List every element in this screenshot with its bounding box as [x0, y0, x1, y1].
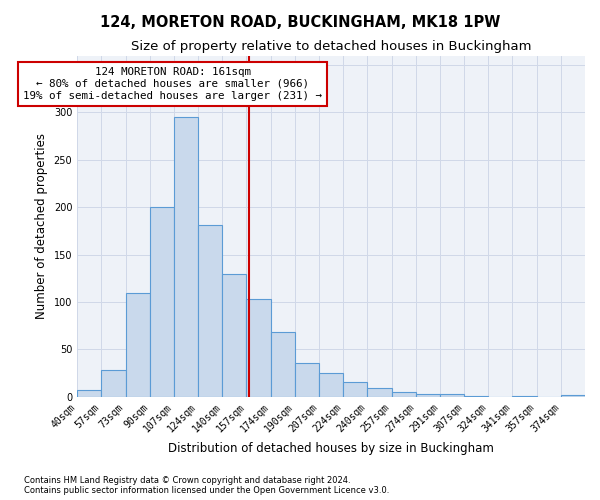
Bar — [367, 388, 392, 397]
Bar — [512, 396, 536, 397]
Bar — [77, 390, 101, 397]
Bar — [319, 373, 343, 397]
Bar — [561, 395, 585, 397]
Bar — [416, 394, 440, 397]
Bar — [464, 396, 488, 397]
Bar — [223, 274, 247, 397]
Text: Contains HM Land Registry data © Crown copyright and database right 2024.
Contai: Contains HM Land Registry data © Crown c… — [24, 476, 389, 495]
Bar — [440, 394, 464, 397]
Bar — [125, 292, 150, 397]
Bar — [101, 370, 125, 397]
Bar — [392, 392, 416, 397]
Bar — [150, 207, 174, 397]
Bar — [247, 299, 271, 397]
Text: 124, MORETON ROAD, BUCKINGHAM, MK18 1PW: 124, MORETON ROAD, BUCKINGHAM, MK18 1PW — [100, 15, 500, 30]
Bar — [174, 117, 198, 397]
Text: 124 MORETON ROAD: 161sqm
← 80% of detached houses are smaller (966)
19% of semi-: 124 MORETON ROAD: 161sqm ← 80% of detach… — [23, 68, 322, 100]
Bar — [198, 225, 223, 397]
Y-axis label: Number of detached properties: Number of detached properties — [35, 133, 48, 319]
Title: Size of property relative to detached houses in Buckingham: Size of property relative to detached ho… — [131, 40, 532, 53]
Bar — [271, 332, 295, 397]
Bar — [295, 362, 319, 397]
X-axis label: Distribution of detached houses by size in Buckingham: Distribution of detached houses by size … — [168, 442, 494, 455]
Bar — [343, 382, 367, 397]
